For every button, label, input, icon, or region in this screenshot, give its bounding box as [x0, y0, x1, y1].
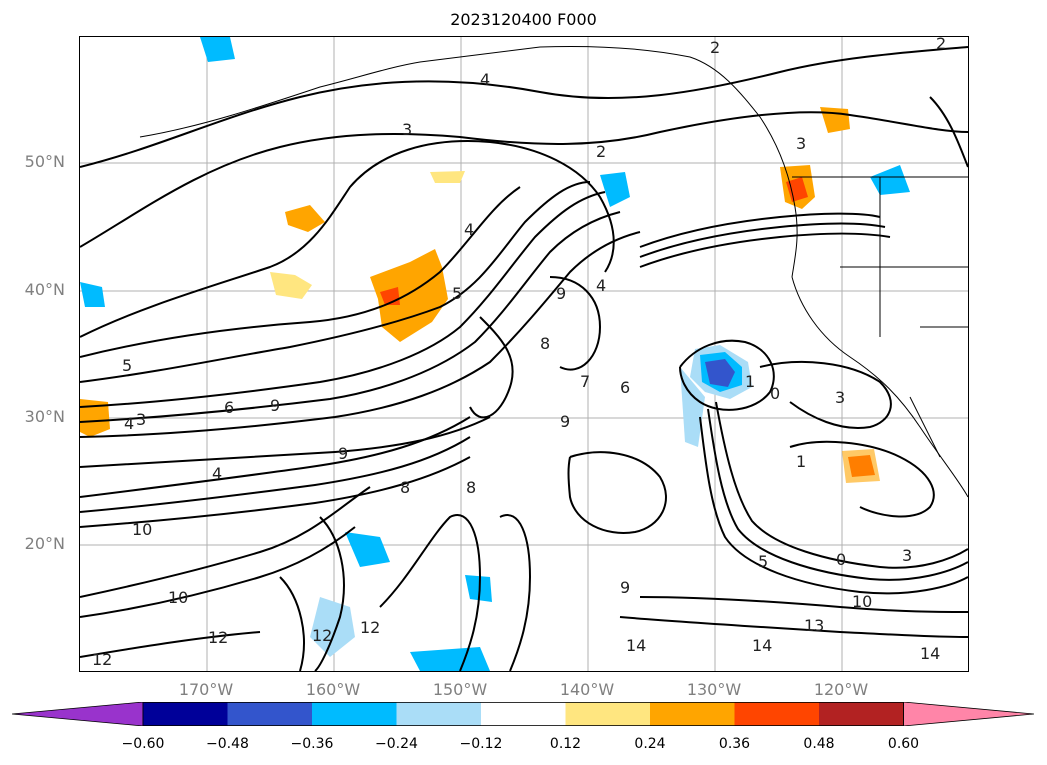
contour-label: 2 [710, 38, 720, 57]
colorbar-segment [481, 702, 566, 726]
contour-label: 4 [124, 414, 134, 433]
colorbar-outline [142, 702, 904, 726]
lon-label-170w: 170°W [178, 680, 234, 699]
map-title: 2023120400 F000 [450, 10, 597, 29]
lat-label-40n: 40°N [24, 280, 65, 299]
colorbar-segment [650, 702, 735, 726]
colorbar-segment [227, 702, 312, 726]
contour-label: 12 [360, 618, 380, 637]
coastlines [139, 45, 968, 498]
contour-label: 7 [580, 372, 590, 391]
contour-labels: 2 2 4 3 2 3 4 5 9 4 8 5 6 9 1 6 3 4 3 4 … [92, 37, 946, 669]
contour-label: 14 [626, 636, 646, 655]
contour-label: 3 [796, 134, 806, 153]
lon-label-130w: 130°W [686, 680, 742, 699]
contour-label: 5 [758, 552, 768, 571]
contour-label: 4 [212, 464, 222, 483]
colorbar-tick: 0.12 [549, 736, 582, 752]
colorbar-segment [396, 702, 481, 726]
colorbar-tick: 0.60 [887, 736, 920, 752]
contour-label: 12 [312, 626, 332, 645]
contour-label: 3 [136, 410, 146, 429]
map-panel: 2 2 4 3 2 3 4 5 9 4 8 5 6 9 1 6 3 4 3 4 … [79, 36, 969, 672]
colorbar-tick: 0.24 [634, 736, 666, 752]
colorbar-tick: −0.36 [290, 736, 334, 752]
contour-label: 1 [796, 452, 806, 471]
contour-label: 8 [400, 478, 410, 497]
shaded-fields [80, 37, 910, 671]
lat-label-30n: 30°N [24, 407, 65, 426]
colorbar-segment [565, 702, 650, 726]
colorbar-extend-high [903, 702, 1034, 726]
colorbar-tick: 0.36 [718, 736, 751, 752]
colorbar-tick: −0.60 [121, 736, 165, 752]
contour-label: 9 [560, 412, 570, 431]
contour-label: 14 [920, 644, 940, 663]
contour-label: 4 [464, 220, 474, 239]
lon-label-120w: 120°W [813, 680, 869, 699]
contour-label: 9 [556, 284, 566, 303]
colorbar-tick: −0.48 [206, 736, 249, 752]
orange-blob-central [370, 249, 448, 342]
lat-label-20n: 20°N [24, 534, 65, 553]
contour-label: 10 [132, 520, 152, 539]
colorbar-extend-low [12, 702, 144, 726]
contour-label: 0 [770, 384, 780, 403]
contour-label: 4 [480, 70, 490, 89]
colorbar-segment [819, 702, 904, 726]
lat-label-50n: 50°N [24, 152, 65, 171]
contour-label: 5 [452, 284, 462, 303]
colorbar [12, 702, 1034, 726]
contour-label: 4 [596, 276, 606, 295]
contour-label: 10 [852, 592, 872, 611]
contour-label: 12 [208, 628, 228, 647]
contour-label: 3 [402, 120, 412, 139]
contour-label: 5 [122, 356, 132, 375]
contour-label: 9 [338, 444, 348, 463]
forecast-map: 2 2 4 3 2 3 4 5 9 4 8 5 6 9 1 6 3 4 3 4 … [80, 37, 968, 671]
lon-label-150w: 150°W [432, 680, 488, 699]
lon-label-160w: 160°W [305, 680, 361, 699]
lon-label-140w: 140°W [559, 680, 615, 699]
contour-label: 14 [752, 636, 772, 655]
colorbar-tick: 0.48 [803, 736, 835, 752]
contour-lines [80, 46, 968, 671]
contour-label: 3 [902, 546, 912, 565]
contour-label: 10 [168, 588, 188, 607]
colorbar-tick: −0.12 [459, 736, 503, 752]
contour-label: 8 [466, 478, 476, 497]
contour-label: 8 [540, 334, 550, 353]
contour-label: 1 [745, 372, 755, 391]
contour-label: 13 [804, 616, 824, 635]
contour-label: 0 [836, 550, 846, 569]
colorbar-tick: −0.24 [375, 736, 418, 752]
colorbar-segment [143, 702, 228, 726]
contour-label: 3 [835, 388, 845, 407]
contour-label: 6 [224, 398, 234, 417]
contour-label: 12 [92, 650, 112, 669]
graticule [80, 37, 968, 671]
contour-label: 2 [936, 37, 946, 53]
colorbar-segment [734, 702, 819, 726]
contour-label: 9 [620, 578, 630, 597]
contour-label: 2 [596, 142, 606, 161]
contour-label: 6 [620, 378, 630, 397]
colorbar-segment [312, 702, 397, 726]
contour-label: 9 [270, 396, 280, 415]
